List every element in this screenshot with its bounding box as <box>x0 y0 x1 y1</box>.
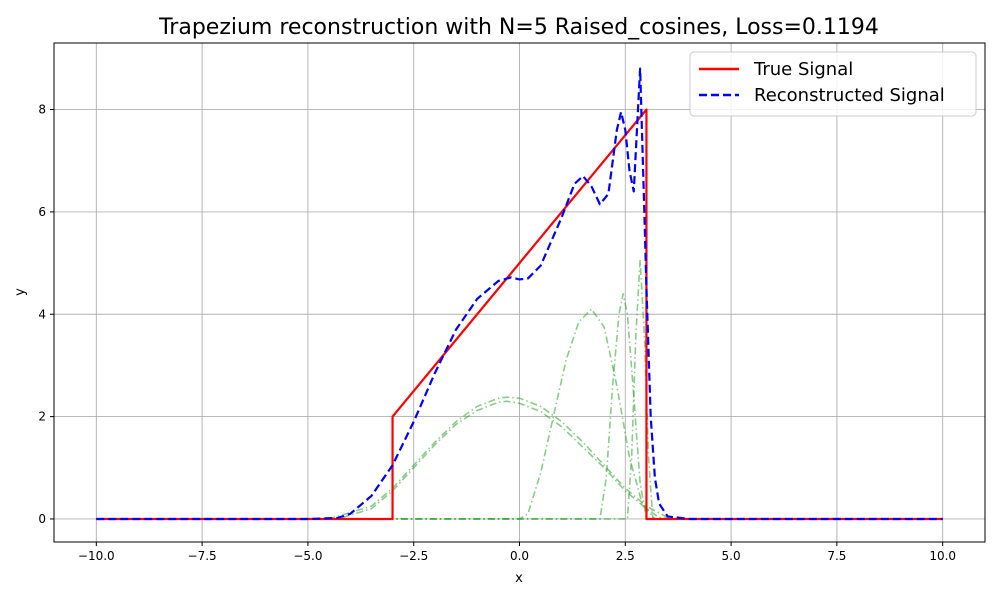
series-line-reconstructed-signal <box>96 67 943 521</box>
y-tick-label: 4 <box>38 307 46 321</box>
y-tick-label: 0 <box>38 512 46 526</box>
x-tick-label: 0.0 <box>510 549 529 563</box>
x-tick-label: −10.0 <box>78 549 115 563</box>
grid <box>54 43 985 542</box>
x-tick-label: −2.5 <box>399 549 428 563</box>
y-tick-label: 8 <box>38 103 46 117</box>
legend-label: True Signal <box>753 59 853 80</box>
x-tick-label: −5.0 <box>293 549 322 563</box>
component-line-4 <box>96 308 943 520</box>
legend-label: Reconstructed Signal <box>754 85 945 106</box>
y-tick-label: 6 <box>38 205 46 219</box>
x-axis: −10.0 −7.5 −5.0 −2.5 0.0 2.5 5.0 7.5 10.0 <box>78 542 956 563</box>
legend-box <box>689 51 977 117</box>
component-line-2 <box>96 396 943 520</box>
x-tick-label: 7.5 <box>827 549 846 563</box>
component-line-6 <box>96 259 943 520</box>
x-tick-label: 5.0 <box>722 549 741 563</box>
x-axis-label: x <box>515 571 523 586</box>
y-axis-label: y <box>13 288 28 296</box>
legend: True Signal Reconstructed Signal <box>689 51 977 117</box>
x-tick-label: −7.5 <box>188 549 217 563</box>
component-line-3 <box>96 400 943 520</box>
y-axis: 0 2 4 6 8 <box>38 103 54 526</box>
x-tick-label: 2.5 <box>616 549 635 563</box>
y-tick-label: 2 <box>38 410 46 424</box>
component-line-5 <box>96 292 943 520</box>
series-group <box>96 67 943 521</box>
chart-title: Trapezium reconstruction with N=5 Raised… <box>158 15 879 40</box>
x-tick-label: 10.0 <box>929 549 956 563</box>
